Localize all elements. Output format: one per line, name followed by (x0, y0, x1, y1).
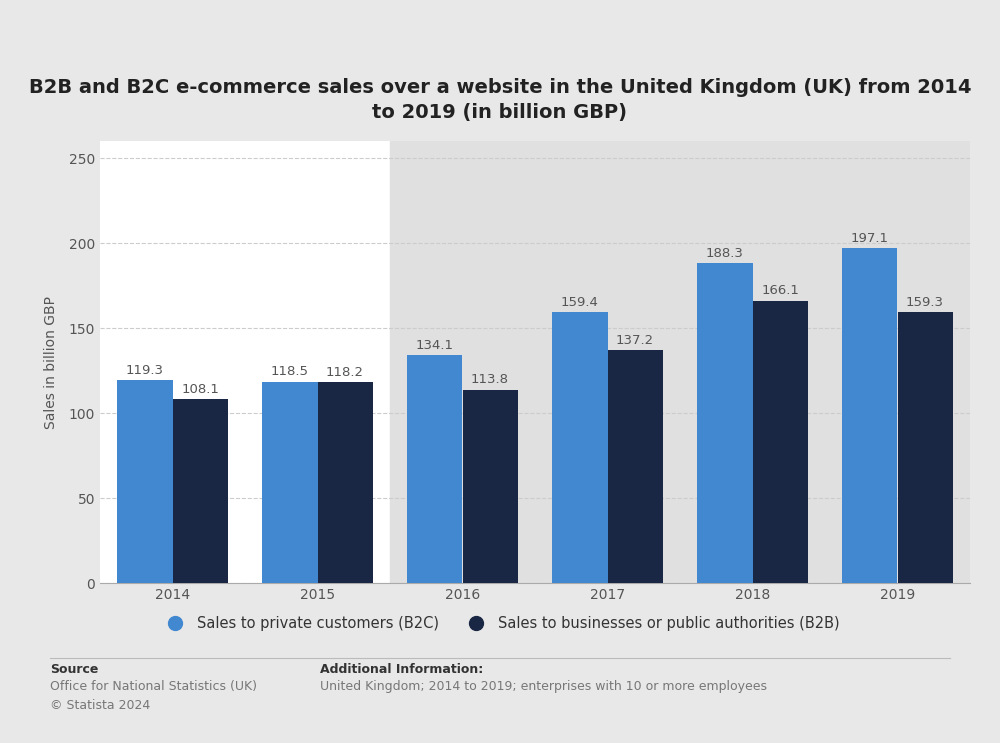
Text: Source: Source (50, 663, 98, 676)
Text: Office for National Statistics (UK)
© Statista 2024: Office for National Statistics (UK) © St… (50, 680, 257, 712)
Bar (753, 301, 808, 583)
Text: 119.3: 119.3 (126, 364, 164, 377)
Text: United Kingdom; 2014 to 2019; enterprises with 10 or more employees: United Kingdom; 2014 to 2019; enterprise… (320, 680, 767, 692)
Text: 159.4: 159.4 (561, 296, 599, 309)
Bar (552, 312, 608, 583)
Bar (407, 355, 462, 583)
Y-axis label: Sales in billion GBP: Sales in billion GBP (44, 296, 58, 429)
Text: 134.1: 134.1 (416, 339, 454, 352)
Bar (535, 141, 680, 583)
Bar (842, 248, 897, 583)
Text: 118.2: 118.2 (326, 366, 364, 379)
Bar (898, 312, 953, 583)
Bar (390, 141, 535, 583)
Text: 159.3: 159.3 (906, 296, 944, 309)
Text: 188.3: 188.3 (706, 247, 744, 260)
Bar (318, 383, 373, 583)
Text: 118.5: 118.5 (271, 366, 309, 378)
Text: 113.8: 113.8 (471, 373, 509, 386)
Bar (608, 350, 663, 583)
Text: 197.1: 197.1 (851, 232, 889, 244)
Bar (117, 380, 173, 583)
Text: 108.1: 108.1 (181, 383, 219, 396)
Legend: Sales to private customers (B2C), Sales to businesses or public authorities (B2B: Sales to private customers (B2C), Sales … (154, 609, 846, 639)
Text: 166.1: 166.1 (761, 285, 799, 297)
Text: B2B and B2C e-commerce sales over a website in the United Kingdom (UK) from 2014: B2B and B2C e-commerce sales over a webs… (29, 78, 971, 122)
Bar (697, 263, 753, 583)
Bar (825, 141, 970, 583)
Bar (173, 400, 228, 583)
Text: 137.2: 137.2 (616, 334, 654, 346)
Text: Additional Information:: Additional Information: (320, 663, 483, 676)
Bar (262, 382, 318, 583)
Bar (680, 141, 825, 583)
Bar (462, 390, 518, 583)
